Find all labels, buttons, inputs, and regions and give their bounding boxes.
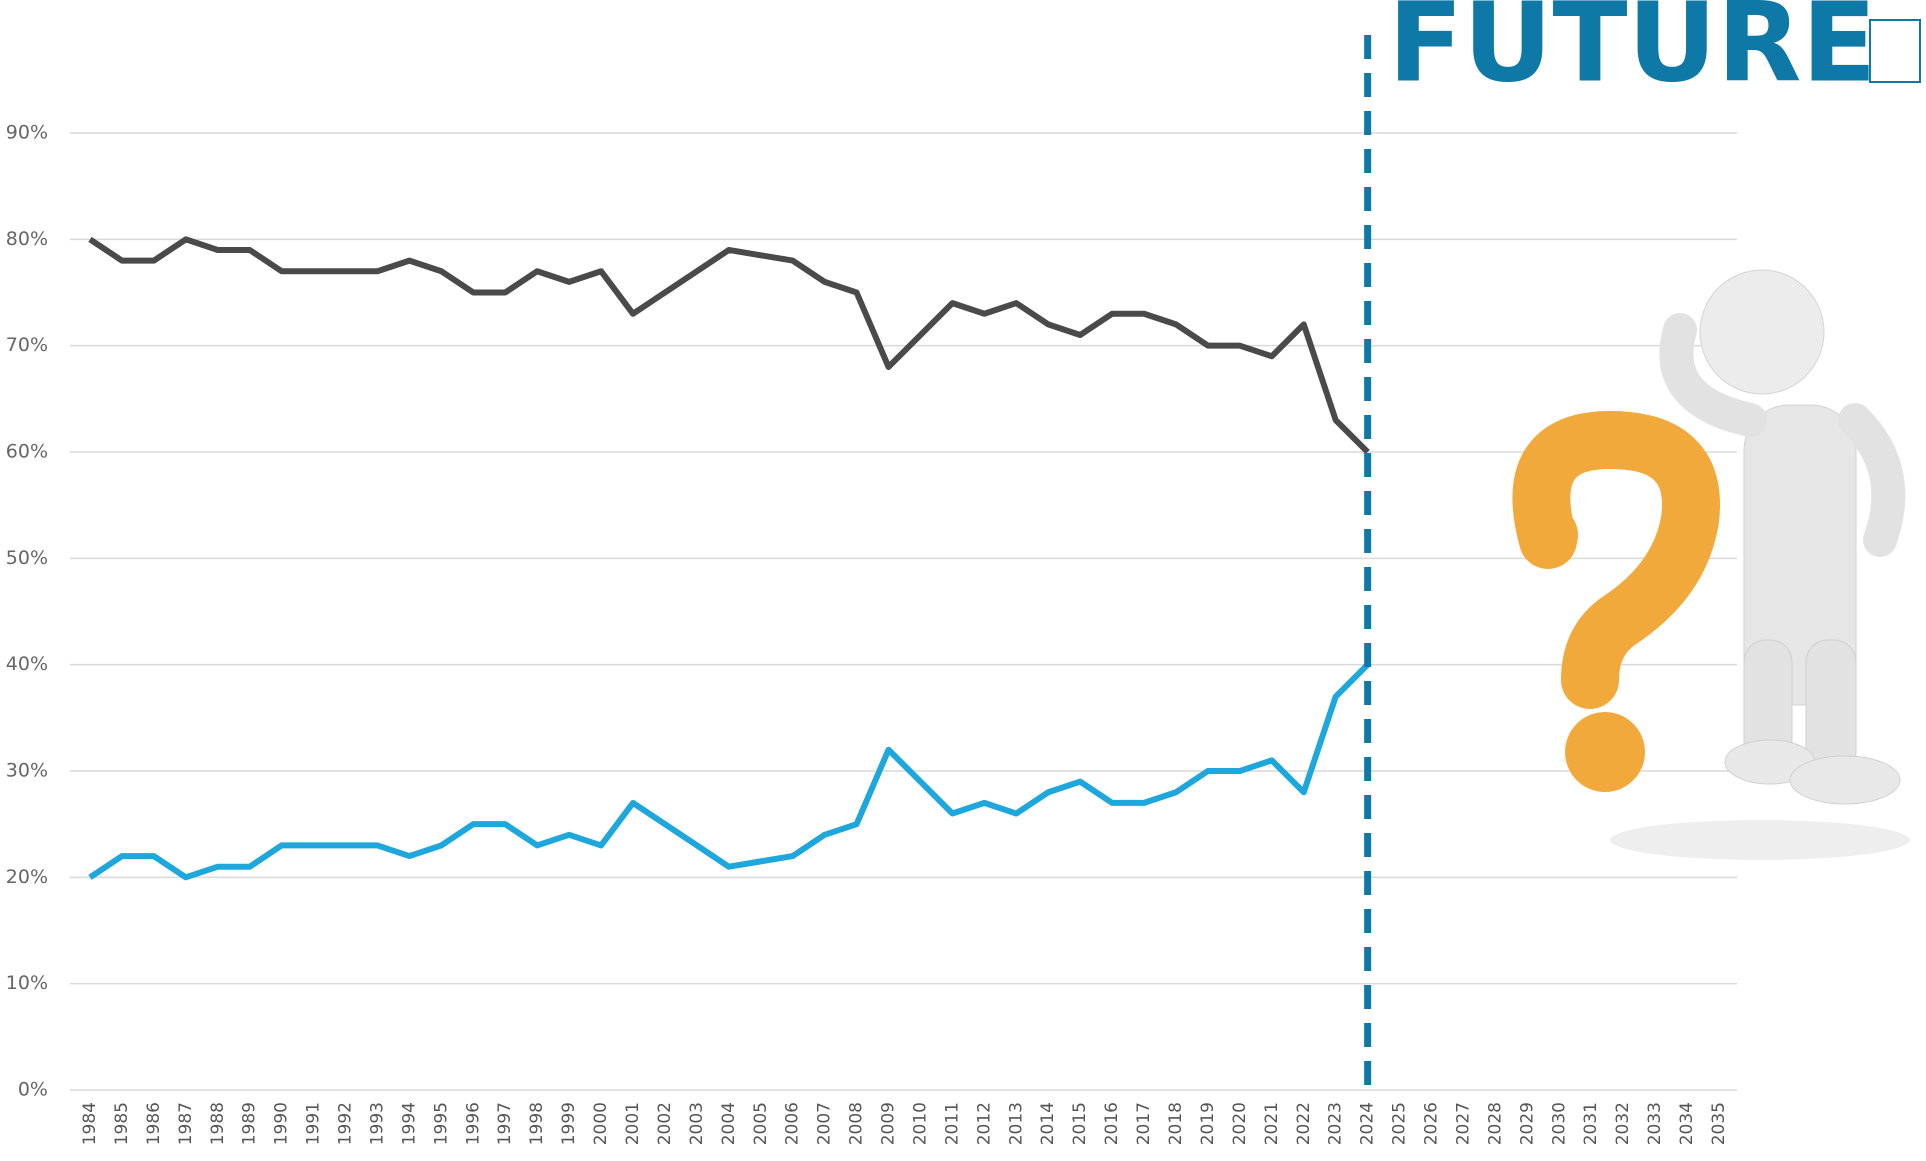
figure-head [1699,269,1825,395]
y-tick-label: 80% [6,228,48,250]
question-mark [1512,410,1720,709]
x-tick-label: 1992 [336,1102,356,1145]
x-tick-label: 1987 [176,1102,196,1145]
y-tick-label: 60% [6,441,48,463]
x-tick-label: 2011 [942,1102,962,1145]
x-tick-label: 2008 [847,1102,867,1145]
x-tick-label: 2014 [1038,1102,1058,1145]
x-tick-label: 1991 [304,1102,324,1145]
figure-arm [1659,313,1767,437]
x-tick-label: 1995 [431,1102,451,1145]
x-tick-label: 2030 [1549,1102,1569,1145]
x-tick-label: 2023 [1326,1102,1346,1145]
x-tick-label: 1989 [240,1102,260,1145]
question-mark-dot [1565,712,1645,792]
x-tick-label: 2024 [1358,1102,1378,1145]
series-line [88,236,1370,455]
x-tick-label: 1988 [208,1102,228,1145]
x-tick-label: 2018 [1166,1102,1186,1145]
x-tick-label: 2012 [974,1102,994,1145]
y-tick-label: 30% [6,760,48,782]
x-tick-label: 2019 [1198,1102,1218,1145]
series-line [88,662,1370,881]
x-tick-label: 1996 [463,1102,483,1145]
y-tick-label: 50% [6,547,48,569]
x-tick-label: 1999 [559,1102,579,1145]
x-tick-label: 2013 [1006,1102,1026,1145]
x-tick-label: 2025 [1390,1102,1410,1145]
x-tick-label: 2009 [879,1102,899,1145]
x-tick-label: 2017 [1134,1102,1154,1145]
shadow [1610,820,1910,860]
y-tick-label: 0% [18,1079,48,1101]
figure-foot [1789,755,1901,805]
x-tick-label: 2002 [655,1102,675,1145]
x-tick-label: 1984 [80,1102,100,1145]
x-tick-label: 1998 [527,1102,547,1145]
x-tick-label: 2035 [1709,1102,1729,1145]
y-tick-label: 20% [6,866,48,888]
x-tick-label: 2029 [1517,1102,1537,1145]
figure-body [1743,404,1857,706]
x-tick-label: 2032 [1613,1102,1633,1145]
x-tick-label: 2034 [1677,1102,1697,1145]
x-tick-label: 2026 [1422,1102,1442,1145]
x-tick-label: 2006 [783,1102,803,1145]
y-tick-label: 40% [6,653,48,675]
plot [88,35,1372,1090]
x-tick-label: 2005 [751,1102,771,1145]
x-tick-label: 2028 [1485,1102,1505,1145]
x-tick-label: 1997 [495,1102,515,1145]
headline-glyph-box [1869,19,1921,83]
x-tick-label: 2015 [1070,1102,1090,1145]
x-tick-label: 2020 [1230,1102,1250,1145]
x-tick-label: 2022 [1294,1102,1314,1145]
x-tick-label: 2033 [1645,1102,1665,1145]
headline: FUTURE [1388,0,1877,106]
x-tick-label: 1990 [272,1102,292,1145]
x-tick-label: 2003 [687,1102,707,1145]
x-tick-label: 1986 [144,1102,164,1145]
x-tick-label: 2016 [1102,1102,1122,1145]
y-tick-label: 70% [6,334,48,356]
x-tick-label: 2000 [591,1102,611,1145]
question-mark-curl [1518,505,1578,565]
x-tick-label: 2007 [815,1102,835,1145]
x-tick-label: 1993 [367,1102,387,1145]
x-tick-label: 2010 [910,1102,930,1145]
y-tick-label: 90% [6,122,48,144]
x-tick-label: 1985 [112,1102,132,1145]
x-tick-label: 2001 [623,1102,643,1145]
x-tick-label: 1994 [399,1102,419,1145]
x-tick-label: 2031 [1581,1102,1601,1145]
x-tick-label: 2021 [1262,1102,1282,1145]
y-tick-label: 10% [6,972,48,994]
x-tick-label: 2004 [719,1102,739,1145]
figure-arm [1838,403,1906,557]
grid: 0% 10% 20% 30% 40% 50% 60% 70% 80% 90% 1984 1985 198… [6,122,1737,1145]
illustration [1512,269,1910,860]
x-tick-label: 2027 [1453,1102,1473,1145]
